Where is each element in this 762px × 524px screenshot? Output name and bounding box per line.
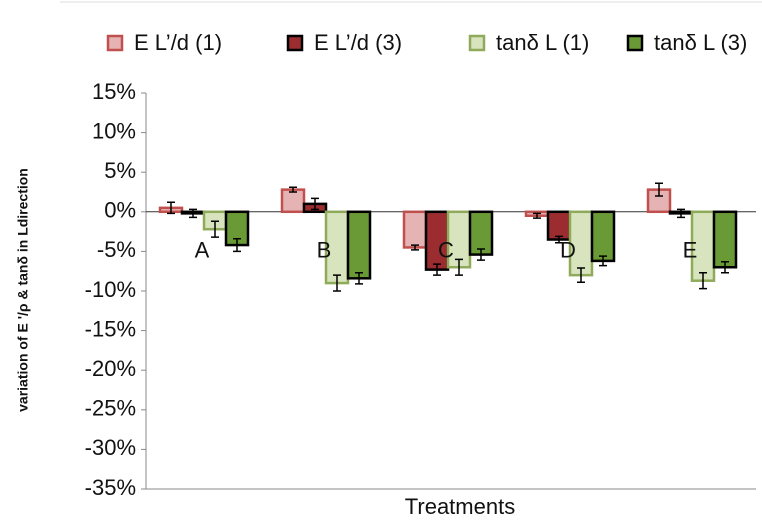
bar <box>712 210 738 269</box>
y-tick-label: 0% <box>104 198 136 223</box>
error-bar <box>599 255 607 267</box>
category-label: C <box>438 238 454 263</box>
legend-swatch <box>106 34 124 52</box>
error-bar <box>477 248 485 261</box>
legend-label: tanδ L (1) <box>496 30 589 55</box>
y-tick-label: -35% <box>85 475 136 500</box>
error-bar <box>311 197 319 211</box>
y-tick-label: 5% <box>104 158 136 183</box>
error-bar <box>289 186 297 193</box>
error-bar <box>655 182 663 197</box>
y-axis-label: variation of E '/ρ & tanδ in Ldirection <box>15 168 31 412</box>
error-bar <box>167 201 175 215</box>
y-tick-label: -30% <box>85 435 136 460</box>
error-bar <box>233 237 241 253</box>
legend-label: tanδ L (3) <box>654 30 747 55</box>
bar <box>468 210 494 256</box>
x-axis-label: Treatments <box>405 494 515 519</box>
category-label: D <box>560 238 576 263</box>
error-bar <box>577 267 585 284</box>
y-tick-label: -20% <box>85 356 136 381</box>
error-bar <box>433 263 441 276</box>
category-label: E <box>683 238 698 263</box>
error-bar <box>677 208 685 219</box>
error-bar <box>533 212 541 219</box>
bar <box>402 210 428 249</box>
bar <box>546 210 572 241</box>
error-bar <box>411 244 419 251</box>
y-tick-label: 15% <box>92 79 136 104</box>
error-bar <box>189 208 197 219</box>
legend-swatch <box>626 34 644 52</box>
y-tick-label: -25% <box>85 396 136 421</box>
error-bar <box>555 235 563 244</box>
legend-label: E L’/d (1) <box>134 30 222 55</box>
bar <box>346 210 372 280</box>
bar <box>280 188 306 214</box>
error-bar <box>355 272 363 285</box>
legend-label: E L’/d (3) <box>314 30 402 55</box>
error-bar <box>699 272 707 290</box>
category-label: A <box>195 238 210 263</box>
y-tick-label: -10% <box>85 277 136 302</box>
error-bar <box>455 258 463 276</box>
y-tick-label: 10% <box>92 118 136 143</box>
y-tick-label: -5% <box>97 237 136 262</box>
error-bar <box>721 260 729 274</box>
error-bar <box>333 274 341 292</box>
y-tick-label: -15% <box>85 316 136 341</box>
legend-swatch <box>468 34 486 52</box>
category-label: B <box>317 238 332 263</box>
legend-swatch <box>286 34 304 52</box>
error-bar <box>211 220 219 238</box>
bar <box>590 210 616 263</box>
